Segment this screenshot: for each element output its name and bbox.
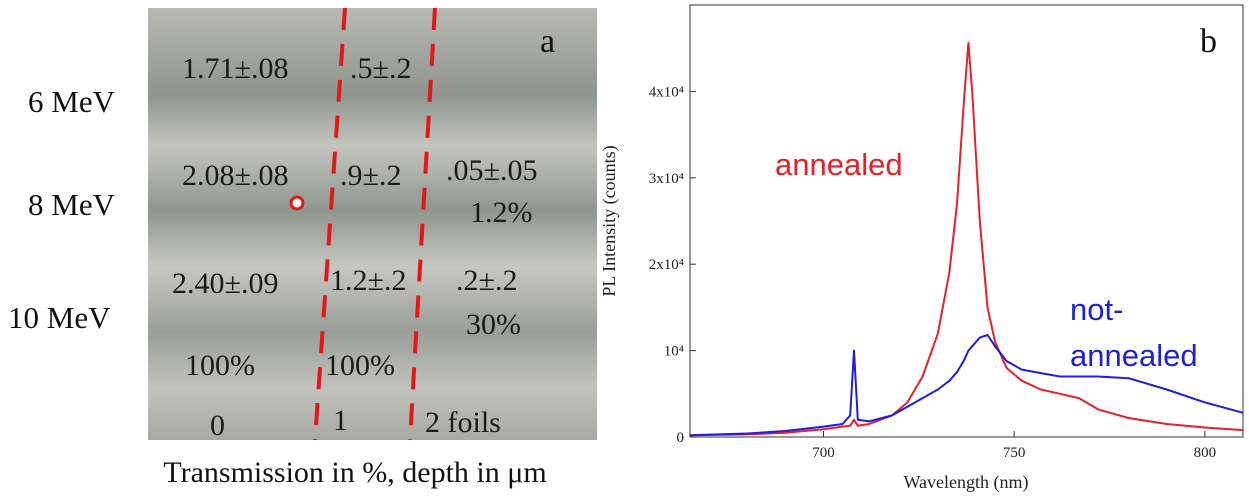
- panel-label: b: [1200, 23, 1217, 60]
- x-tick-label: 750: [1003, 445, 1026, 461]
- y-tick-label: 3x10⁴: [649, 171, 684, 187]
- plot-frame: [689, 4, 1244, 438]
- y-tick-label: 2x10⁴: [649, 257, 684, 273]
- y-tick-label: 10⁴: [664, 344, 684, 360]
- cell-text: .5±.2: [350, 52, 411, 85]
- series-line: [689, 42, 1244, 437]
- cell-text: 100%: [325, 349, 395, 382]
- series-line: [689, 334, 1244, 437]
- cell-text: 100%: [185, 349, 255, 382]
- x-tick-label: 800: [1194, 445, 1217, 461]
- row-label: 8 MeV: [28, 187, 116, 222]
- y-axis-label: PL Intensity (counts): [599, 145, 620, 296]
- sample-photo: [148, 8, 597, 440]
- cell-text: 2.40±.09: [172, 267, 278, 300]
- foil-edge: [408, 7, 437, 441]
- panel-label: a: [540, 23, 555, 60]
- y-tick-label: 4x10⁴: [649, 84, 684, 100]
- cell-text: 30%: [466, 308, 521, 341]
- cell-text: .2±.2: [456, 264, 517, 297]
- annotation: not-: [1070, 292, 1123, 327]
- cell-text: 1.2%: [470, 196, 533, 229]
- y-tick-label: 0: [677, 430, 685, 446]
- panel-b: b Wavelength (nm) PL Intensity (counts) …: [599, 4, 1244, 493]
- cell-text: 0: [210, 409, 225, 442]
- cell-text: .9±.2: [340, 159, 401, 192]
- cell-text: .05±.05: [446, 154, 537, 187]
- cell-text: 1: [333, 404, 348, 437]
- cell-text: 1.71±.08: [182, 52, 288, 85]
- caption: Transmission in %, depth in μm: [163, 456, 546, 489]
- annotation: annealed: [1070, 338, 1198, 373]
- row-label: 10 MeV: [8, 300, 111, 335]
- x-tick-label: 700: [812, 445, 835, 461]
- foil-edge: [313, 7, 347, 441]
- marker: [289, 195, 305, 211]
- annotation: annealed: [775, 147, 903, 182]
- cell-text: 2 foils: [425, 406, 501, 439]
- row-label: 6 MeV: [28, 84, 116, 119]
- panel-a: a 6 MeV 8 MeV 10 MeV 1.71±.08 .5±.2 2.08…: [8, 7, 597, 489]
- x-axis-label: Wavelength (nm): [903, 472, 1028, 493]
- cell-text: 2.08±.08: [182, 159, 288, 192]
- cell-text: 1.2±.2: [330, 264, 406, 297]
